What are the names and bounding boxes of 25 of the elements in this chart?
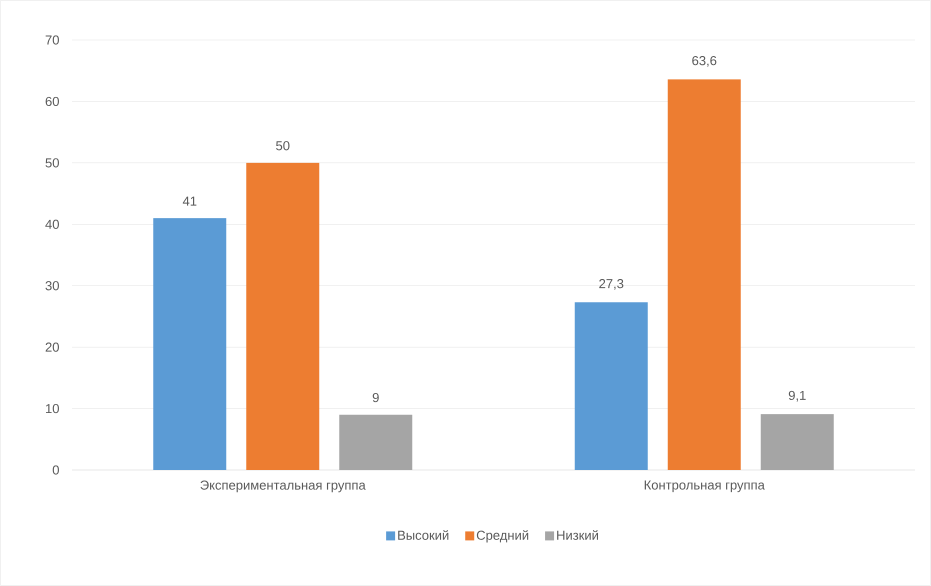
legend-label: Средний [476,530,528,542]
legend-label: Низкий [557,530,598,540]
bar [246,162,320,470]
data-label: 9 [372,392,379,402]
y-tick-label: 20 [46,342,59,352]
data-label: 50 [276,141,290,150]
y-tick-label: 70 [46,35,59,45]
bar [339,414,412,470]
y-tick-label: 60 [46,96,59,106]
x-tick-label: Экспериментальная группа [200,480,366,492]
bar [153,218,226,470]
y-tick-label: 40 [45,220,59,229]
bar [760,414,834,470]
x-tick-label: Контрольная группа [644,480,765,492]
data-label: 27,3 [599,279,624,290]
y-tick-label: 30 [46,281,59,290]
bar [668,79,741,470]
y-tick-label: 0 [52,465,59,475]
y-tick-label: 10 [46,404,59,414]
legend-label: Высокий [398,530,448,540]
bar [574,302,648,470]
data-label: 63,6 [692,56,716,67]
data-label: 9,1 [788,390,806,402]
data-label: 41 [182,196,196,206]
y-tick-label: 50 [46,158,59,168]
